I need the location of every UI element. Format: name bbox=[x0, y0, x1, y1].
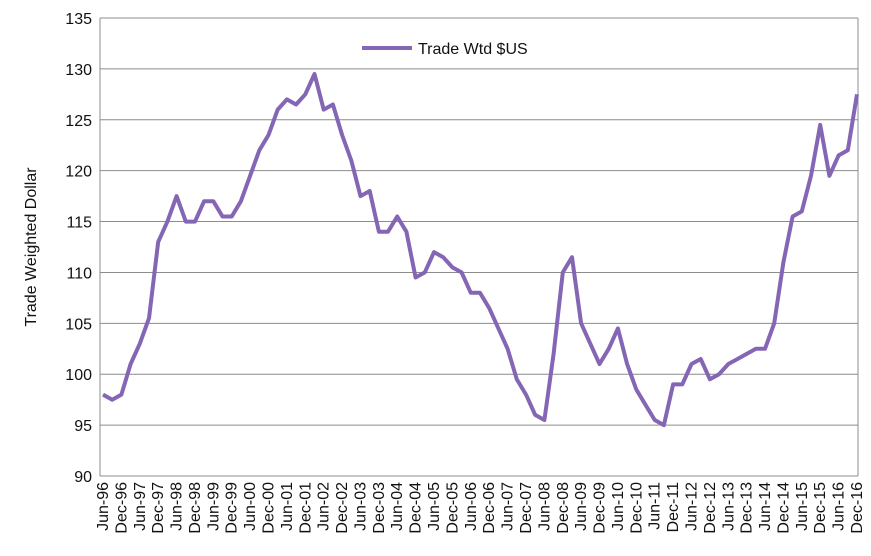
x-tick-label: Jun-16 bbox=[831, 482, 848, 531]
x-tick-label: Dec-97 bbox=[150, 482, 167, 534]
x-tick-label: Jun-05 bbox=[426, 482, 443, 531]
y-tick-label: 105 bbox=[65, 316, 92, 333]
x-tick-label: Jun-01 bbox=[279, 482, 296, 531]
y-tick-label: 95 bbox=[74, 418, 92, 435]
y-tick-label: 90 bbox=[74, 469, 92, 486]
x-tick-label: Jun-14 bbox=[757, 482, 774, 531]
x-tick-label: Jun-06 bbox=[463, 482, 480, 531]
x-tick-label: Dec-16 bbox=[849, 482, 866, 534]
x-tick-label: Jun-02 bbox=[316, 482, 333, 531]
x-tick-label: Jun-99 bbox=[205, 482, 222, 531]
x-tick-label: Jun-09 bbox=[573, 482, 590, 531]
x-tick-label: Jun-13 bbox=[720, 482, 737, 531]
x-tick-label: Dec-15 bbox=[812, 482, 829, 534]
x-tick-label: Jun-10 bbox=[610, 482, 627, 531]
x-tick-label: Jun-00 bbox=[242, 482, 259, 531]
x-tick-label: Dec-96 bbox=[113, 482, 130, 534]
x-tick-label: Jun-98 bbox=[169, 482, 186, 531]
x-tick-label: Dec-98 bbox=[187, 482, 204, 534]
x-tick-label: Jun-96 bbox=[95, 482, 112, 531]
x-tick-label: Jun-03 bbox=[352, 482, 369, 531]
data-line bbox=[102, 72, 859, 428]
x-tick-label: Jun-07 bbox=[500, 482, 517, 531]
x-tick-label: Jun-12 bbox=[683, 482, 700, 531]
x-tick-label: Dec-08 bbox=[555, 482, 572, 534]
x-tick-label: Dec-02 bbox=[334, 482, 351, 534]
x-tick-label: Dec-07 bbox=[518, 482, 535, 534]
y-tick-label: 100 bbox=[65, 367, 92, 384]
x-tick-label: Dec-03 bbox=[371, 482, 388, 534]
legend-label: Trade Wtd $US bbox=[418, 41, 528, 58]
x-tick-label: Jun-04 bbox=[389, 482, 406, 531]
y-axis-label: Trade Weighted Dollar bbox=[23, 167, 40, 327]
y-tick-label: 135 bbox=[65, 11, 92, 28]
x-tick-label: Dec-13 bbox=[739, 482, 756, 534]
x-tick-label: Dec-11 bbox=[665, 482, 682, 532]
x-tick-label: Jun-11 bbox=[647, 482, 664, 530]
x-tick-label: Dec-05 bbox=[444, 482, 461, 534]
y-tick-label: 125 bbox=[65, 113, 92, 130]
y-tick-label: 110 bbox=[66, 265, 92, 282]
x-tick-label: Dec-10 bbox=[628, 482, 645, 534]
x-tick-label: Dec-01 bbox=[297, 482, 314, 534]
y-tick-label: 120 bbox=[65, 164, 92, 181]
y-tick-label: 115 bbox=[66, 215, 92, 232]
x-tick-label: Jun-15 bbox=[794, 482, 811, 531]
x-tick-label: Dec-00 bbox=[261, 482, 278, 534]
x-tick-label: Jun-08 bbox=[536, 482, 553, 531]
x-tick-label: Dec-04 bbox=[408, 482, 425, 534]
x-tick-label: Jun-97 bbox=[132, 482, 149, 531]
x-tick-label: Dec-99 bbox=[224, 482, 241, 534]
x-tick-label: Dec-09 bbox=[592, 482, 609, 534]
y-tick-label: 130 bbox=[65, 62, 92, 79]
x-tick-label: Dec-06 bbox=[481, 482, 498, 534]
x-tick-label: Dec-12 bbox=[702, 482, 719, 534]
x-tick-label: Dec-14 bbox=[775, 482, 792, 534]
